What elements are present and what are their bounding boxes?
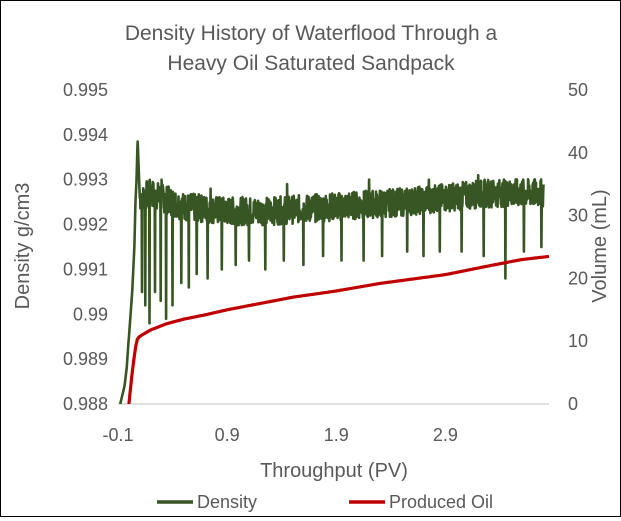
- y-tick-label: 0.995: [63, 80, 108, 100]
- x-tick-label: 2.9: [433, 425, 458, 445]
- series-layer: [118, 140, 549, 404]
- y2-tick-label: 10: [568, 331, 588, 351]
- series-line-produced-oil: [127, 254, 549, 404]
- y-tick-label: 0.992: [63, 215, 108, 235]
- legend: Density Produced Oil: [157, 492, 493, 512]
- y2-axis-tick-labels: 0 10 20 30 40 50: [568, 80, 588, 414]
- series-line-density: [118, 140, 545, 404]
- x-axis-label: Throughput (PV): [260, 460, 408, 482]
- y2-tick-label: 40: [568, 143, 588, 163]
- y2-tick-label: 30: [568, 206, 588, 226]
- y2-axis-label: Volume (mL): [589, 189, 611, 302]
- legend-label-density: Density: [197, 492, 257, 512]
- y-tick-label: 0.993: [63, 170, 108, 190]
- y-tick-label: 0.988: [63, 394, 108, 414]
- y-axis-tick-labels: 0.988 0.989 0.99 0.991 0.992 0.993 0.994 0.995: [63, 80, 108, 414]
- y-tick-label: 0.991: [63, 259, 108, 279]
- y-tick-label: 0.99: [73, 304, 108, 324]
- y-tick-label: 0.989: [63, 349, 108, 369]
- legend-label-produced-oil: Produced Oil: [389, 492, 493, 512]
- y2-tick-label: 20: [568, 268, 588, 288]
- y-axis-label: Density g/cm3: [12, 183, 34, 310]
- chart-title-line-2: Heavy Oil Saturated Sandpack: [167, 52, 455, 75]
- x-axis-tick-labels: -0.1 0.9 1.9 2.9: [102, 425, 457, 445]
- y2-tick-label: 50: [568, 80, 588, 100]
- x-tick-label: 1.9: [324, 425, 349, 445]
- y2-tick-label: 0: [568, 394, 578, 414]
- y-tick-label: 0.994: [63, 125, 108, 145]
- chart-title-line-1: Density History of Waterflood Through a: [125, 22, 498, 45]
- x-tick-label: 0.9: [215, 425, 240, 445]
- x-tick-label: -0.1: [102, 425, 133, 445]
